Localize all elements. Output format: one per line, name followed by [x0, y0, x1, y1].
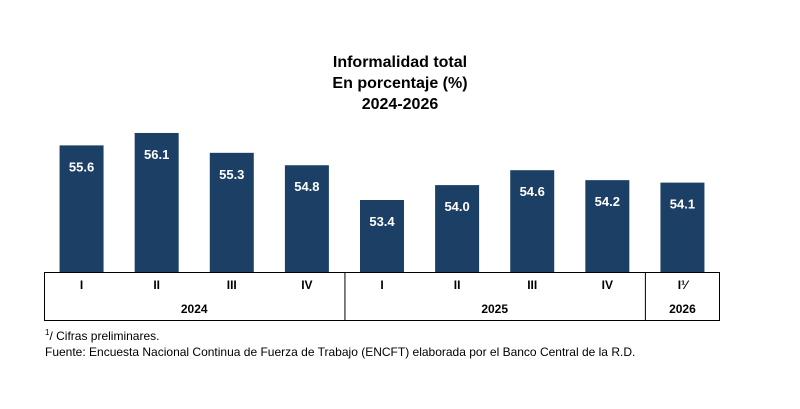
- footnote-source: Fuente: Encuesta Nacional Continua de Fu…: [45, 345, 636, 359]
- bar-value-label-2: 56.1: [144, 147, 169, 162]
- bar-value-label-7: 54.6: [520, 184, 545, 199]
- bar-value-label-1: 55.6: [69, 159, 94, 174]
- bar-value-label-9: 54.1: [670, 197, 695, 212]
- bar-value-label-6: 54.0: [444, 199, 469, 214]
- footnote-mark: 1: [45, 328, 50, 337]
- bar-8: [585, 180, 630, 272]
- footnote-preliminary: 1/ Cifras preliminares.: [45, 325, 635, 344]
- chart-title: Informalidad total: [332, 54, 468, 71]
- x-tick-label-8: IV: [602, 278, 613, 292]
- group-label-2024: 2024: [181, 302, 208, 316]
- bar-3: [209, 152, 254, 272]
- bar-7: [510, 170, 555, 272]
- x-tick-label-7: III: [527, 278, 537, 292]
- bar-value-label-8: 54.2: [595, 194, 620, 209]
- x-tick-label-9: I¹⁄: [678, 278, 690, 292]
- group-label-2026: 2026: [669, 302, 696, 316]
- x-tick-label-1: I: [80, 278, 83, 292]
- bar-1: [59, 145, 104, 272]
- chart-subtitle: En porcentaje (%): [332, 75, 468, 92]
- bar-4: [284, 165, 329, 272]
- bar-6: [435, 185, 480, 272]
- bar-9: [660, 182, 705, 272]
- bar-value-label-5: 53.4: [369, 214, 395, 229]
- x-tick-label-6: II: [454, 278, 461, 292]
- bar-2: [134, 132, 179, 272]
- footnotes: 1/ Cifras preliminares. Fuente: Encuesta…: [45, 325, 635, 360]
- footnote-preliminary-text: / Cifras preliminares.: [49, 329, 160, 343]
- bar-value-label-4: 54.8: [294, 179, 319, 194]
- x-tick-label-3: III: [227, 278, 237, 292]
- x-tick-label-4: IV: [301, 278, 312, 292]
- bar-value-label-3: 55.3: [219, 167, 244, 182]
- group-label-2025: 2025: [481, 302, 508, 316]
- bar-5: [360, 200, 404, 272]
- x-tick-label-5: I: [380, 278, 383, 292]
- chart-title-block: Informalidad total En porcentaje (%) 202…: [0, 52, 800, 115]
- x-tick-label-2: II: [153, 278, 160, 292]
- chart-period: 2024-2026: [361, 96, 439, 113]
